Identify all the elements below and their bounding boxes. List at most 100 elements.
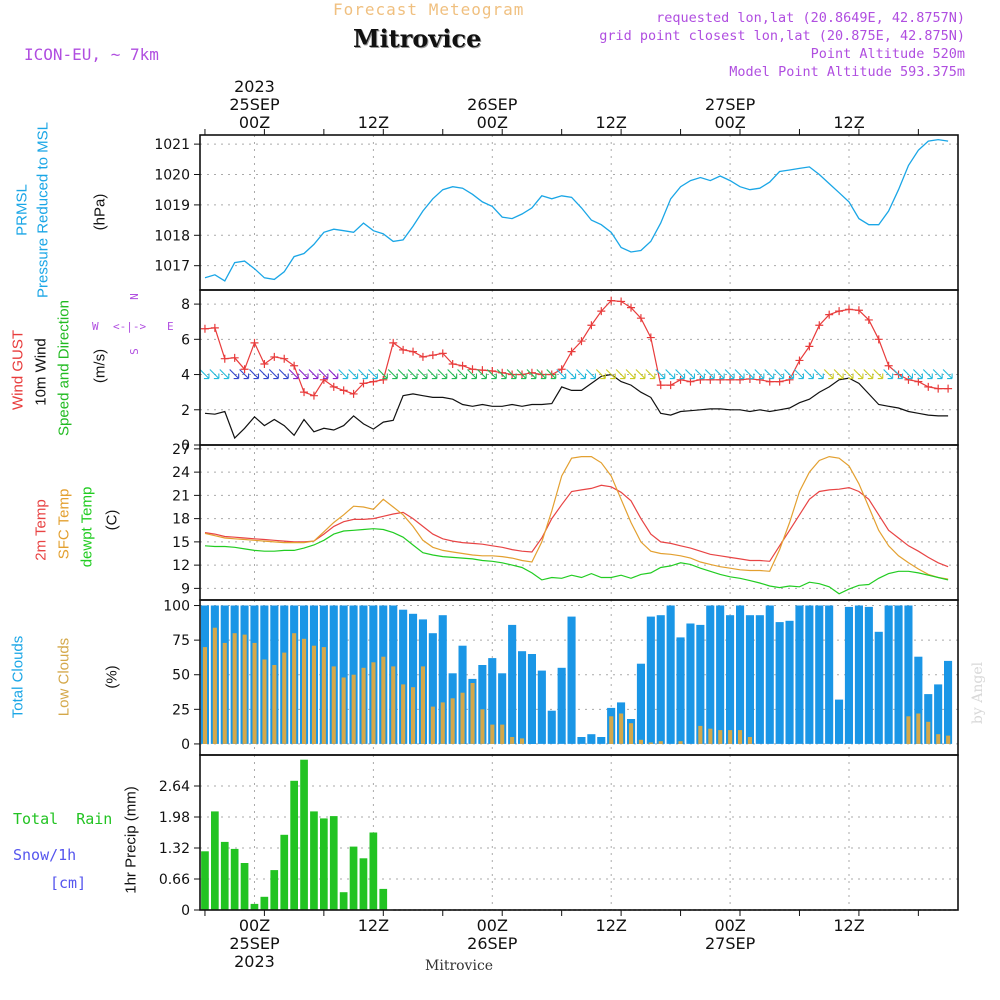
- temperature-ytick-label: 24: [172, 465, 190, 481]
- low-clouds-bar: [411, 687, 416, 744]
- low-clouds-bar: [500, 724, 505, 744]
- total-clouds-bar: [666, 605, 675, 744]
- temperature-ytick-label: 15: [172, 535, 190, 551]
- wind-gust-marker: [805, 342, 814, 351]
- pressure-ytick-label: 1017: [154, 259, 190, 275]
- wind-gust-marker: [636, 314, 645, 323]
- bottom-time-label: 27SEP: [705, 934, 756, 953]
- low-clouds-bar: [361, 667, 366, 744]
- wind-gust-marker: [815, 321, 824, 330]
- model-point-altitude: Model Point Altitude 593.375m: [729, 64, 965, 80]
- top-time-label: 2023: [234, 77, 275, 96]
- rain-bar: [339, 892, 348, 910]
- clouds-ytick-label: 25: [172, 702, 190, 718]
- total-clouds-bar: [646, 616, 655, 744]
- total-clouds-bar: [409, 613, 418, 744]
- wind-gust-marker: [755, 375, 764, 384]
- rain-bar: [329, 816, 338, 910]
- bottom-time-label: 00Z: [239, 916, 270, 935]
- low-clouds-bar: [480, 709, 485, 744]
- temperature-ytick-label: 21: [172, 488, 190, 504]
- low-clouds-bar: [629, 723, 634, 744]
- compass-west: W: [92, 320, 99, 333]
- pressure-frame: [199, 134, 959, 291]
- total-clouds-bar: [914, 656, 923, 744]
- wind-gust-marker: [845, 305, 854, 314]
- wind-direction-arrow: [685, 369, 696, 380]
- wind-direction-arrow: [566, 369, 577, 380]
- wind-gust-marker: [468, 365, 477, 374]
- total-clouds-bar: [518, 651, 527, 744]
- total-clouds-bar: [894, 605, 903, 744]
- wind-gust-marker: [200, 324, 209, 333]
- temp-2m-line: [204, 484, 949, 568]
- total-clouds-bar: [805, 605, 814, 744]
- low-clouds-bar: [212, 627, 217, 744]
- low-clouds-bar: [321, 647, 326, 744]
- wind-direction-arrow: [853, 369, 864, 380]
- low-clouds-bar: [331, 666, 336, 744]
- rain-bar: [300, 759, 308, 910]
- wind-gust-marker: [567, 347, 576, 356]
- pressure-ytick-label: 1018: [154, 228, 190, 244]
- wind-frame: [199, 289, 959, 446]
- wind-gust-marker: [854, 306, 863, 315]
- top-time-label: 12Z: [833, 113, 864, 132]
- low-clouds-bar: [252, 642, 257, 744]
- wind-gust-marker: [409, 347, 418, 356]
- wind-gust-marker: [795, 356, 804, 365]
- total-clouds-bar: [488, 658, 497, 744]
- rain-bar: [201, 851, 209, 910]
- wind-gust-marker: [617, 297, 626, 306]
- total-clouds-bar: [854, 605, 863, 744]
- low-clouds-bar: [678, 741, 683, 744]
- wind-direction-arrow: [318, 369, 329, 380]
- wind-direction-arrow: [704, 369, 715, 380]
- temperature-ytick-label: 27: [172, 442, 190, 458]
- total-clouds-bar: [844, 606, 853, 744]
- wind-gust-marker: [597, 307, 606, 316]
- wind-gust-marker: [825, 310, 834, 319]
- total-clouds-bar: [924, 694, 933, 744]
- total-clouds-bar: [676, 637, 685, 744]
- total-clouds-bar: [785, 620, 794, 744]
- wind-direction-arrow: [288, 369, 299, 380]
- total-clouds-bar: [944, 660, 953, 744]
- wind-gust-marker: [448, 359, 457, 368]
- wind-direction-arrow: [724, 369, 735, 380]
- wind-direction-arrow: [358, 369, 369, 380]
- low-clouds-bar: [401, 684, 406, 744]
- wind-direction-arrow: [387, 369, 398, 380]
- total-clouds-bar: [587, 734, 596, 744]
- top-time-label: 12Z: [358, 113, 389, 132]
- wind-direction-arrow: [932, 369, 943, 380]
- total-clouds-bar: [825, 605, 834, 744]
- low-clouds-bar: [302, 638, 307, 744]
- pressure-series-line: [204, 138, 949, 282]
- low-clouds-bar: [946, 735, 951, 744]
- low-clouds-bar: [936, 734, 941, 744]
- total-clouds-bar: [795, 605, 804, 744]
- wind-direction-arrow: [833, 369, 844, 380]
- wind-direction-arrow: [546, 369, 557, 380]
- wind-direction-arrow: [883, 369, 894, 380]
- clouds-ytick-label: 0: [181, 737, 190, 753]
- clouds-ytick-label: 50: [172, 668, 190, 684]
- top-time-label: 00Z: [477, 113, 508, 132]
- wind-direction-arrow: [477, 369, 487, 380]
- wind-direction-arrow: [239, 369, 250, 380]
- temperature-ytick-label: 12: [172, 558, 190, 574]
- low-clouds-bar: [698, 725, 703, 744]
- wind-direction-arrow: [873, 369, 884, 380]
- total-clouds-bar: [686, 623, 695, 744]
- wind-gust-marker: [488, 367, 497, 376]
- wind-gust-marker: [884, 361, 893, 370]
- wind-gust-marker: [210, 323, 219, 332]
- wind-gust-marker: [934, 384, 943, 393]
- total-clouds-bar: [904, 605, 913, 744]
- station-title: Mitrovice: [353, 24, 482, 53]
- wind-direction-arrow: [249, 369, 260, 380]
- total-rain-label: Total Rain: [13, 810, 113, 828]
- wind-direction-arrow: [803, 369, 814, 380]
